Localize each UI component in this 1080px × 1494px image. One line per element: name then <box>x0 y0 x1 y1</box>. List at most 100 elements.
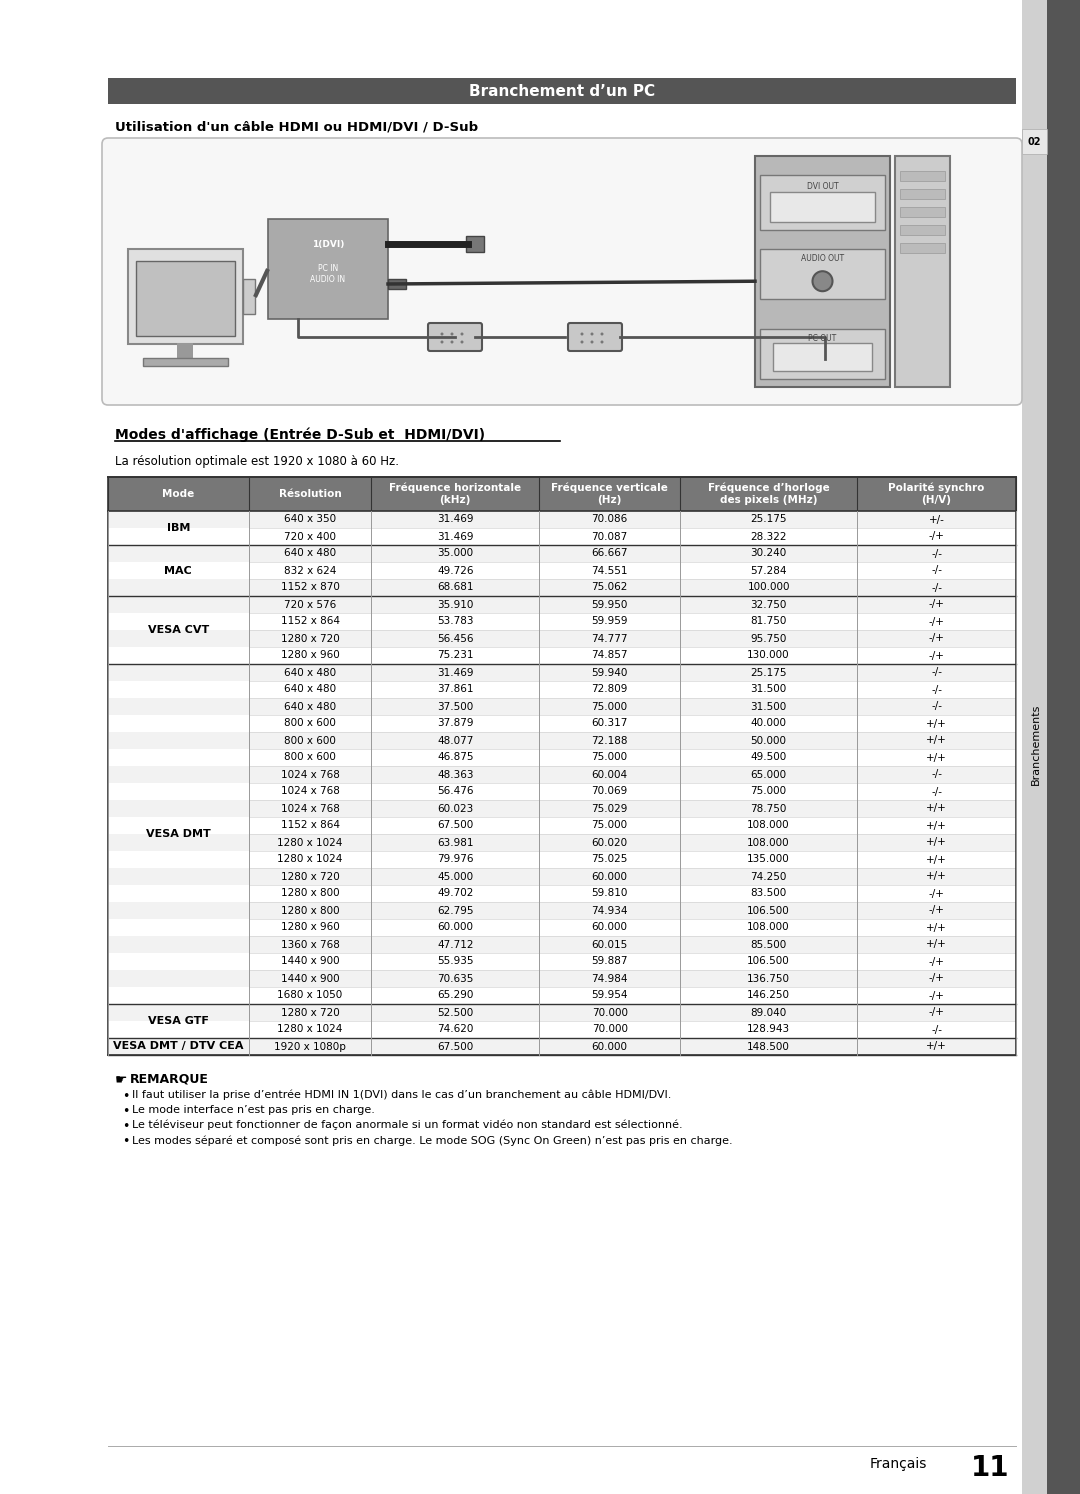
Text: 1280 x 800: 1280 x 800 <box>281 905 339 916</box>
Text: Le téléviseur peut fonctionner de façon anormale si un format vidéo non standard: Le téléviseur peut fonctionner de façon … <box>132 1120 683 1131</box>
Bar <box>177 344 193 359</box>
Text: 57.284: 57.284 <box>751 566 787 575</box>
Circle shape <box>460 341 463 344</box>
Text: 70.069: 70.069 <box>592 786 627 796</box>
Bar <box>108 630 1016 647</box>
Text: 640 x 480: 640 x 480 <box>284 668 336 677</box>
Bar <box>108 937 1016 953</box>
Text: 74.857: 74.857 <box>592 650 627 660</box>
Bar <box>108 884 1016 902</box>
Text: 74.777: 74.777 <box>592 633 627 644</box>
Text: Mode: Mode <box>162 489 194 499</box>
Bar <box>108 78 1016 105</box>
Bar <box>108 596 1016 613</box>
Text: +/+: +/+ <box>927 820 947 831</box>
Text: 48.363: 48.363 <box>437 769 473 780</box>
Bar <box>108 545 1016 562</box>
Text: 81.750: 81.750 <box>751 617 786 626</box>
Text: 70.087: 70.087 <box>592 532 627 541</box>
Text: 49.500: 49.500 <box>751 753 786 762</box>
Text: 1280 x 1024: 1280 x 1024 <box>278 1025 342 1034</box>
Text: 800 x 600: 800 x 600 <box>284 735 336 746</box>
Text: VESA DMT / DTV CEA: VESA DMT / DTV CEA <box>113 1041 244 1052</box>
Text: 148.500: 148.500 <box>747 1041 789 1052</box>
Text: 1152 x 870: 1152 x 870 <box>281 583 339 593</box>
Text: 55.935: 55.935 <box>437 956 473 967</box>
Circle shape <box>450 341 454 344</box>
Bar <box>108 748 1016 766</box>
Text: 25.175: 25.175 <box>751 514 787 524</box>
Text: •: • <box>122 1091 130 1103</box>
Text: 1152 x 864: 1152 x 864 <box>281 820 339 831</box>
Text: 78.750: 78.750 <box>751 804 786 814</box>
Circle shape <box>441 333 444 336</box>
Bar <box>755 155 890 387</box>
Text: MAC: MAC <box>164 566 192 575</box>
Text: 832 x 624: 832 x 624 <box>284 566 336 575</box>
Bar <box>108 562 1016 580</box>
Text: Les modes séparé et composé sont pris en charge. Le mode SOG (Sync On Green) n’e: Les modes séparé et composé sont pris en… <box>132 1135 732 1146</box>
Text: +/+: +/+ <box>927 719 947 729</box>
Bar <box>108 799 1016 817</box>
Text: -/+: -/+ <box>929 1007 945 1017</box>
Text: 28.322: 28.322 <box>751 532 787 541</box>
Text: 1440 x 900: 1440 x 900 <box>281 956 339 967</box>
Text: 130.000: 130.000 <box>747 650 789 660</box>
Text: 79.976: 79.976 <box>437 855 473 865</box>
Text: 60.004: 60.004 <box>592 769 627 780</box>
Text: 60.317: 60.317 <box>592 719 627 729</box>
Text: AUDIO OUT: AUDIO OUT <box>801 254 845 263</box>
Text: 02: 02 <box>1027 137 1041 146</box>
Text: +/+: +/+ <box>927 871 947 881</box>
Bar <box>108 681 1016 698</box>
FancyBboxPatch shape <box>428 323 482 351</box>
Text: 146.250: 146.250 <box>747 991 791 1001</box>
Bar <box>388 279 406 288</box>
Circle shape <box>591 341 594 344</box>
Text: PC OUT: PC OUT <box>808 335 837 344</box>
Text: 75.062: 75.062 <box>592 583 627 593</box>
Text: 65.290: 65.290 <box>437 991 473 1001</box>
Bar <box>108 783 1016 799</box>
Text: 45.000: 45.000 <box>437 871 473 881</box>
Text: +/+: +/+ <box>927 804 947 814</box>
Text: 106.500: 106.500 <box>747 905 789 916</box>
Bar <box>108 698 1016 716</box>
Text: 70.635: 70.635 <box>437 974 473 983</box>
Text: Le mode interface n’est pas pris en charge.: Le mode interface n’est pas pris en char… <box>132 1106 375 1115</box>
Circle shape <box>591 333 594 336</box>
Text: 59.954: 59.954 <box>592 991 627 1001</box>
Text: Fréquence verticale
(Hz): Fréquence verticale (Hz) <box>551 483 669 505</box>
Bar <box>1022 0 1080 1494</box>
Text: 59.887: 59.887 <box>592 956 627 967</box>
Bar <box>136 261 235 336</box>
Text: -/-: -/- <box>931 566 942 575</box>
Text: 74.934: 74.934 <box>592 905 627 916</box>
Text: 32.750: 32.750 <box>751 599 786 610</box>
Bar <box>1022 128 1047 154</box>
Text: 31.469: 31.469 <box>437 532 473 541</box>
Bar <box>108 1004 1016 1020</box>
Text: +/+: +/+ <box>927 735 947 746</box>
Text: 60.000: 60.000 <box>437 922 473 932</box>
Text: 70.000: 70.000 <box>592 1025 627 1034</box>
Text: 1280 x 800: 1280 x 800 <box>281 889 339 898</box>
Circle shape <box>600 341 604 344</box>
Circle shape <box>581 333 583 336</box>
Bar <box>143 359 228 366</box>
Circle shape <box>581 341 583 344</box>
Text: 59.940: 59.940 <box>592 668 627 677</box>
Text: 60.023: 60.023 <box>437 804 473 814</box>
Text: 72.809: 72.809 <box>592 684 627 695</box>
Bar <box>108 1020 1016 1038</box>
Bar <box>108 732 1016 748</box>
Text: 56.476: 56.476 <box>437 786 473 796</box>
Text: -/+: -/+ <box>929 991 945 1001</box>
FancyBboxPatch shape <box>568 323 622 351</box>
Text: 83.500: 83.500 <box>751 889 786 898</box>
Text: 108.000: 108.000 <box>747 838 789 847</box>
Text: 75.000: 75.000 <box>592 753 627 762</box>
Text: 30.240: 30.240 <box>751 548 786 559</box>
Text: 1024 x 768: 1024 x 768 <box>281 786 339 796</box>
Circle shape <box>460 333 463 336</box>
